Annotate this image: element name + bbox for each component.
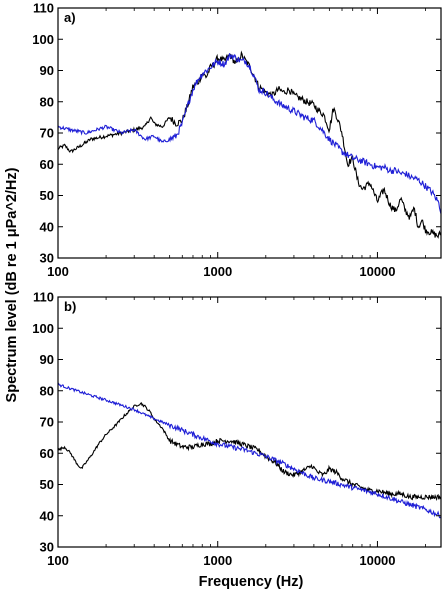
series-line-black [58,401,441,501]
panel-a: 30 40 50 60 70 80 90 100 110 100 1000 10000 a) [32,1,442,279]
x-tick-label: 10000 [359,264,395,279]
y-tick-label: 90 [40,63,54,78]
y-tick-label: 80 [40,94,54,109]
x-tick-label: 100 [47,264,69,279]
y-tick-label: 30 [40,540,54,555]
y-tick-label: 110 [33,1,54,16]
x-tick-label: 10000 [359,553,395,568]
y-axis-title: Spectrum level (dB re 1 μPa^2/Hz) [4,167,20,402]
series-line-black [58,50,441,239]
y-tick-label: 40 [40,508,54,523]
y-tick-label: 40 [40,219,54,234]
y-tick-label: 90 [40,352,54,367]
y-tick-label: 60 [40,446,54,461]
y-tick-label: 80 [40,383,54,398]
y-tick-label: 70 [40,126,54,141]
y-tick-label: 100 [32,321,54,336]
x-tick-label: 100 [47,553,69,568]
y-tick-label: 50 [40,188,54,203]
series-line-blue [58,53,441,215]
y-tick-label: 50 [40,477,54,492]
panel-label: b) [64,299,76,314]
panel-b: 30 40 50 60 70 80 90 100 110 100 1000 10000 b) [32,290,442,568]
y-tick-label: 60 [40,157,54,172]
y-tick-label: 30 [40,251,54,266]
panel-label: a) [64,10,76,25]
series-line-blue [58,382,441,519]
y-tick-label: 110 [33,290,54,305]
x-tick-label: 1000 [203,264,232,279]
x-axis-title: Frequency (Hz) [199,574,304,590]
x-tick-label: 1000 [203,553,232,568]
plot-frame [57,296,442,548]
y-tick-label: 100 [32,32,54,47]
y-tick-label: 70 [40,415,54,430]
